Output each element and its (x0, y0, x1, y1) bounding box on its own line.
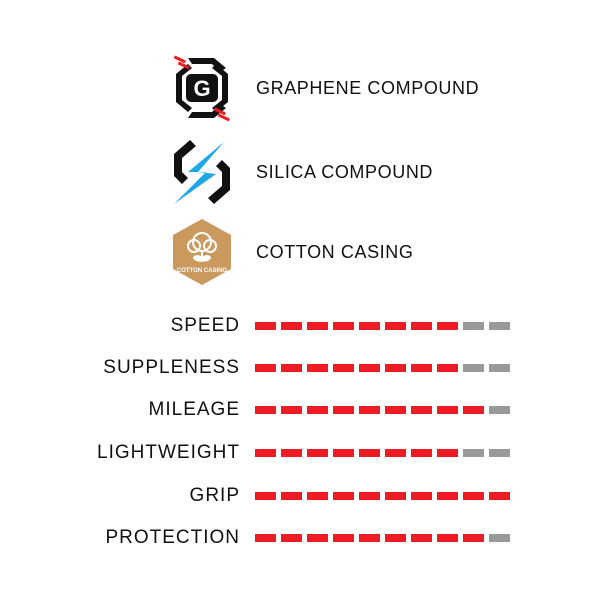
rating-segment-filled (333, 449, 354, 457)
rating-segment-filled (281, 364, 302, 372)
rating-segment-filled (385, 449, 406, 457)
rating-segment-filled (411, 364, 432, 372)
feature-label: GRAPHENE COMPOUND (256, 77, 480, 98)
rating-segment-filled (255, 322, 276, 330)
rating-segment-filled (307, 364, 328, 372)
rating-bar (255, 534, 515, 542)
rating-segment-empty (463, 449, 484, 457)
rating-segment-empty (489, 364, 510, 372)
rating-bar (255, 322, 515, 330)
rating-row-protection: PROTECTION (0, 528, 600, 548)
rating-segment-filled (255, 406, 276, 414)
feature-label: COTTON CASING (256, 241, 414, 262)
rating-segment-filled (255, 449, 276, 457)
rating-segment-empty (489, 322, 510, 330)
rating-segment-filled (281, 534, 302, 542)
rating-bar (255, 406, 515, 414)
rating-segment-filled (437, 534, 458, 542)
rating-segment-filled (255, 364, 276, 372)
graphene-hexagon-g-icon: G (173, 55, 230, 122)
feature-cotton: COTTON CASING COTTON CASING (168, 217, 528, 287)
rating-segment-empty (489, 449, 510, 457)
feature-graphene: G GRAPHENE COMPOUND (168, 53, 528, 123)
rating-segment-filled (281, 406, 302, 414)
rating-segment-filled (281, 449, 302, 457)
rating-label: GRIP (189, 485, 240, 506)
rating-segment-filled (307, 492, 328, 500)
rating-segment-filled (437, 364, 458, 372)
rating-row-mileage: MILEAGE (0, 400, 600, 420)
rating-segment-filled (307, 406, 328, 414)
silica-lightning-icon (174, 140, 230, 204)
rating-row-suppleness: SUPPLENESS (0, 358, 600, 378)
rating-segment-filled (437, 406, 458, 414)
feature-label: SILICA COMPOUND (256, 161, 434, 182)
rating-label: SPEED (170, 315, 240, 336)
rating-segment-filled (385, 492, 406, 500)
rating-segment-filled (359, 364, 380, 372)
rating-segment-filled (333, 492, 354, 500)
rating-segment-filled (307, 534, 328, 542)
rating-segment-empty (489, 534, 510, 542)
rating-segment-empty (463, 322, 484, 330)
rating-segment-filled (385, 322, 406, 330)
rating-row-speed: SPEED (0, 316, 600, 336)
rating-segment-filled (333, 364, 354, 372)
rating-segment-filled (359, 492, 380, 500)
rating-segment-filled (333, 406, 354, 414)
rating-segment-filled (411, 492, 432, 500)
rating-row-grip: GRIP (0, 486, 600, 506)
rating-segment-filled (411, 449, 432, 457)
svg-text:COTTON CASING: COTTON CASING (177, 268, 228, 274)
rating-segment-filled (255, 492, 276, 500)
rating-bar (255, 492, 515, 500)
rating-segment-filled (359, 406, 380, 414)
rating-segment-filled (463, 534, 484, 542)
rating-segment-filled (307, 322, 328, 330)
rating-row-lightweight: LIGHTWEIGHT (0, 443, 600, 463)
rating-label: MILEAGE (148, 399, 240, 420)
rating-segment-filled (255, 534, 276, 542)
rating-segment-filled (437, 492, 458, 500)
rating-segment-filled (437, 322, 458, 330)
rating-segment-filled (411, 322, 432, 330)
rating-segment-filled (489, 492, 510, 500)
rating-segment-filled (359, 449, 380, 457)
rating-segment-filled (463, 492, 484, 500)
rating-bar (255, 449, 515, 457)
rating-segment-empty (489, 406, 510, 414)
rating-segment-filled (437, 449, 458, 457)
cotton-casing-badge-icon: COTTON CASING (173, 219, 231, 285)
svg-text:G: G (193, 76, 210, 101)
rating-segment-filled (359, 534, 380, 542)
rating-label: SUPPLENESS (103, 357, 240, 378)
rating-segment-filled (281, 492, 302, 500)
feature-silica: SILICA COMPOUND (168, 137, 528, 207)
rating-segment-filled (411, 534, 432, 542)
rating-segment-filled (385, 406, 406, 414)
rating-bar (255, 364, 515, 372)
rating-label: LIGHTWEIGHT (97, 442, 240, 463)
rating-segment-filled (385, 364, 406, 372)
rating-segment-filled (411, 406, 432, 414)
rating-label: PROTECTION (105, 527, 240, 548)
rating-segment-filled (359, 322, 380, 330)
rating-segment-filled (463, 406, 484, 414)
rating-segment-filled (307, 449, 328, 457)
rating-segment-filled (333, 534, 354, 542)
rating-segment-filled (281, 322, 302, 330)
rating-segment-filled (385, 534, 406, 542)
rating-segment-empty (463, 364, 484, 372)
rating-segment-filled (333, 322, 354, 330)
